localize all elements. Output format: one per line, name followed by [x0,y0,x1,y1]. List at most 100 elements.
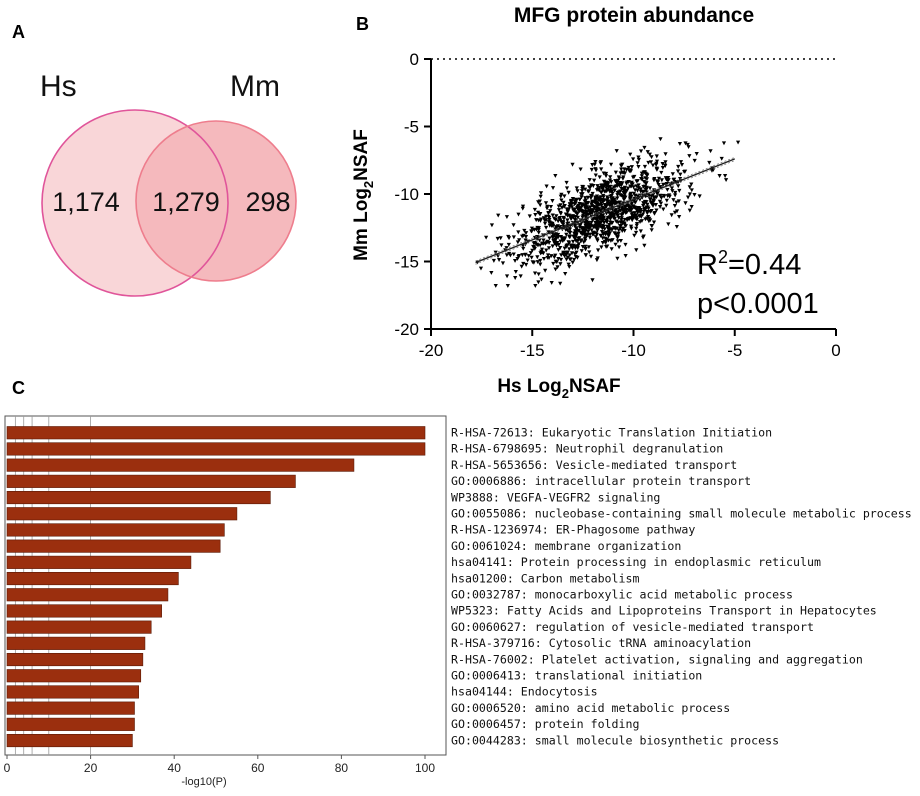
scatter-point [678,160,684,165]
bar-category-label: R-HSA-6798695: Neutrophil degranulation [451,442,723,456]
scatter-point [541,241,546,246]
scatter-point [609,189,615,194]
venn-outline-hs [41,109,229,297]
scatter-point [555,265,560,270]
scatter-point [586,189,592,194]
scatter-point [558,281,563,286]
scatter-point [539,247,545,252]
scatter-point [499,243,504,248]
scatter-point [635,205,641,210]
scatter-point [657,199,663,204]
scatter-point [595,196,601,200]
scatter-point [567,234,573,239]
scatter-point [583,206,588,211]
scatter-point [612,199,618,204]
scatter-point [603,219,609,223]
scatter-point [590,199,595,204]
scatter-point [594,208,599,213]
scatter-point [659,170,664,175]
bar [6,523,225,537]
bar [6,555,192,569]
scatter-point [658,185,663,190]
scatter-point [590,191,595,196]
scatter-point [664,198,669,203]
scatter-point [697,194,702,199]
scatter-point [583,238,588,243]
scatter-point [603,174,609,179]
scatter-point [512,258,518,263]
scatter-point [574,250,579,255]
scatter-point [583,196,588,201]
scatter-point [560,238,565,243]
bar [6,474,296,488]
scatter-point [553,241,558,246]
scatter-point [616,220,621,225]
scatter-point [630,157,636,162]
scatter-point [589,228,594,233]
scatter-point [613,170,618,175]
scatter-point [550,223,555,228]
scatter-point [611,215,616,220]
scatter-point [634,248,639,253]
bar [6,426,426,440]
scatter-point [523,231,529,236]
scatter-point [583,244,588,249]
scatter-point [546,220,551,225]
scatter-x-tick-label: -15 [520,341,545,360]
scatter-point [588,196,594,201]
scatter-point [544,225,549,230]
bar-category-label: WP5323: Fatty Acids and Lipoproteins Tra… [451,604,877,618]
scatter-point [516,230,521,235]
scatter-point [504,253,509,258]
scatter-point [656,183,661,187]
scatter-point [624,188,630,193]
bar-chart-x-tick-label: 80 [335,761,349,775]
scatter-point [615,196,620,201]
scatter-point [649,223,654,228]
scatter-point [632,174,637,179]
scatter-point [548,204,554,209]
scatter-point [495,236,500,241]
scatter-point [647,152,652,157]
scatter-point [673,190,678,195]
scatter-point [653,202,658,207]
scatter-point [636,164,641,169]
scatter-point [538,203,543,208]
scatter-point [593,167,598,172]
scatter-point [614,181,619,185]
scatter-point [575,211,580,216]
scatter-point [721,141,727,146]
scatter-point [536,226,542,231]
scatter-point [634,222,640,226]
scatter-point [496,258,502,262]
scatter-point [632,233,637,238]
scatter-y-tick-label: -5 [404,118,419,137]
scatter-point [600,183,605,188]
scatter-y-tick-label: -15 [394,253,419,272]
scatter-point [551,261,556,266]
scatter-point [558,245,563,250]
scatter-point [504,274,510,279]
scatter-point [610,227,615,232]
scatter-point [600,236,605,241]
scatter-point [665,188,670,192]
scatter-point [689,182,694,187]
scatter-point [577,202,582,206]
scatter-point [608,184,613,189]
scatter-point [536,230,541,235]
scatter-point [638,229,643,234]
scatter-point [621,175,626,180]
scatter-point [526,254,531,259]
scatter-point [643,181,649,186]
scatter-point [663,152,668,157]
scatter-point [636,157,642,162]
scatter-point [579,195,584,200]
scatter-point [532,247,537,251]
scatter-point [604,238,609,242]
scatter-point [717,174,722,178]
scatter-point [513,269,518,274]
venn-label-hs: Hs [40,70,77,103]
scatter-point [550,213,555,218]
scatter-point [590,278,595,283]
scatter-point [603,180,608,185]
